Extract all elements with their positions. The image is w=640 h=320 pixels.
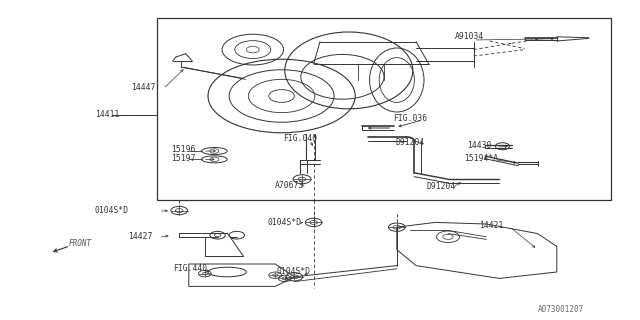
- Bar: [157, 18, 611, 200]
- Text: FIG.040: FIG.040: [283, 134, 317, 143]
- Text: 14421: 14421: [479, 221, 503, 230]
- Text: 14430: 14430: [467, 141, 492, 150]
- Text: 15194*A: 15194*A: [464, 154, 498, 163]
- Text: A91034: A91034: [454, 32, 484, 41]
- Text: D91204: D91204: [426, 182, 456, 191]
- Text: 0104S*D: 0104S*D: [95, 206, 129, 215]
- Text: FIG.440: FIG.440: [173, 264, 207, 273]
- Text: 0104S*D: 0104S*D: [276, 268, 310, 276]
- Text: 15197: 15197: [172, 154, 196, 163]
- Text: 14411: 14411: [95, 110, 119, 119]
- Text: A073001207: A073001207: [538, 305, 584, 314]
- Text: 14427: 14427: [128, 232, 152, 241]
- Text: A70673: A70673: [275, 181, 305, 190]
- Text: D91204: D91204: [396, 138, 425, 147]
- Text: 0104S*D: 0104S*D: [268, 218, 301, 227]
- Text: 14447: 14447: [131, 83, 156, 92]
- Text: 15196: 15196: [172, 145, 196, 154]
- Text: FIG.036: FIG.036: [393, 114, 427, 123]
- Text: FRONT: FRONT: [69, 239, 92, 248]
